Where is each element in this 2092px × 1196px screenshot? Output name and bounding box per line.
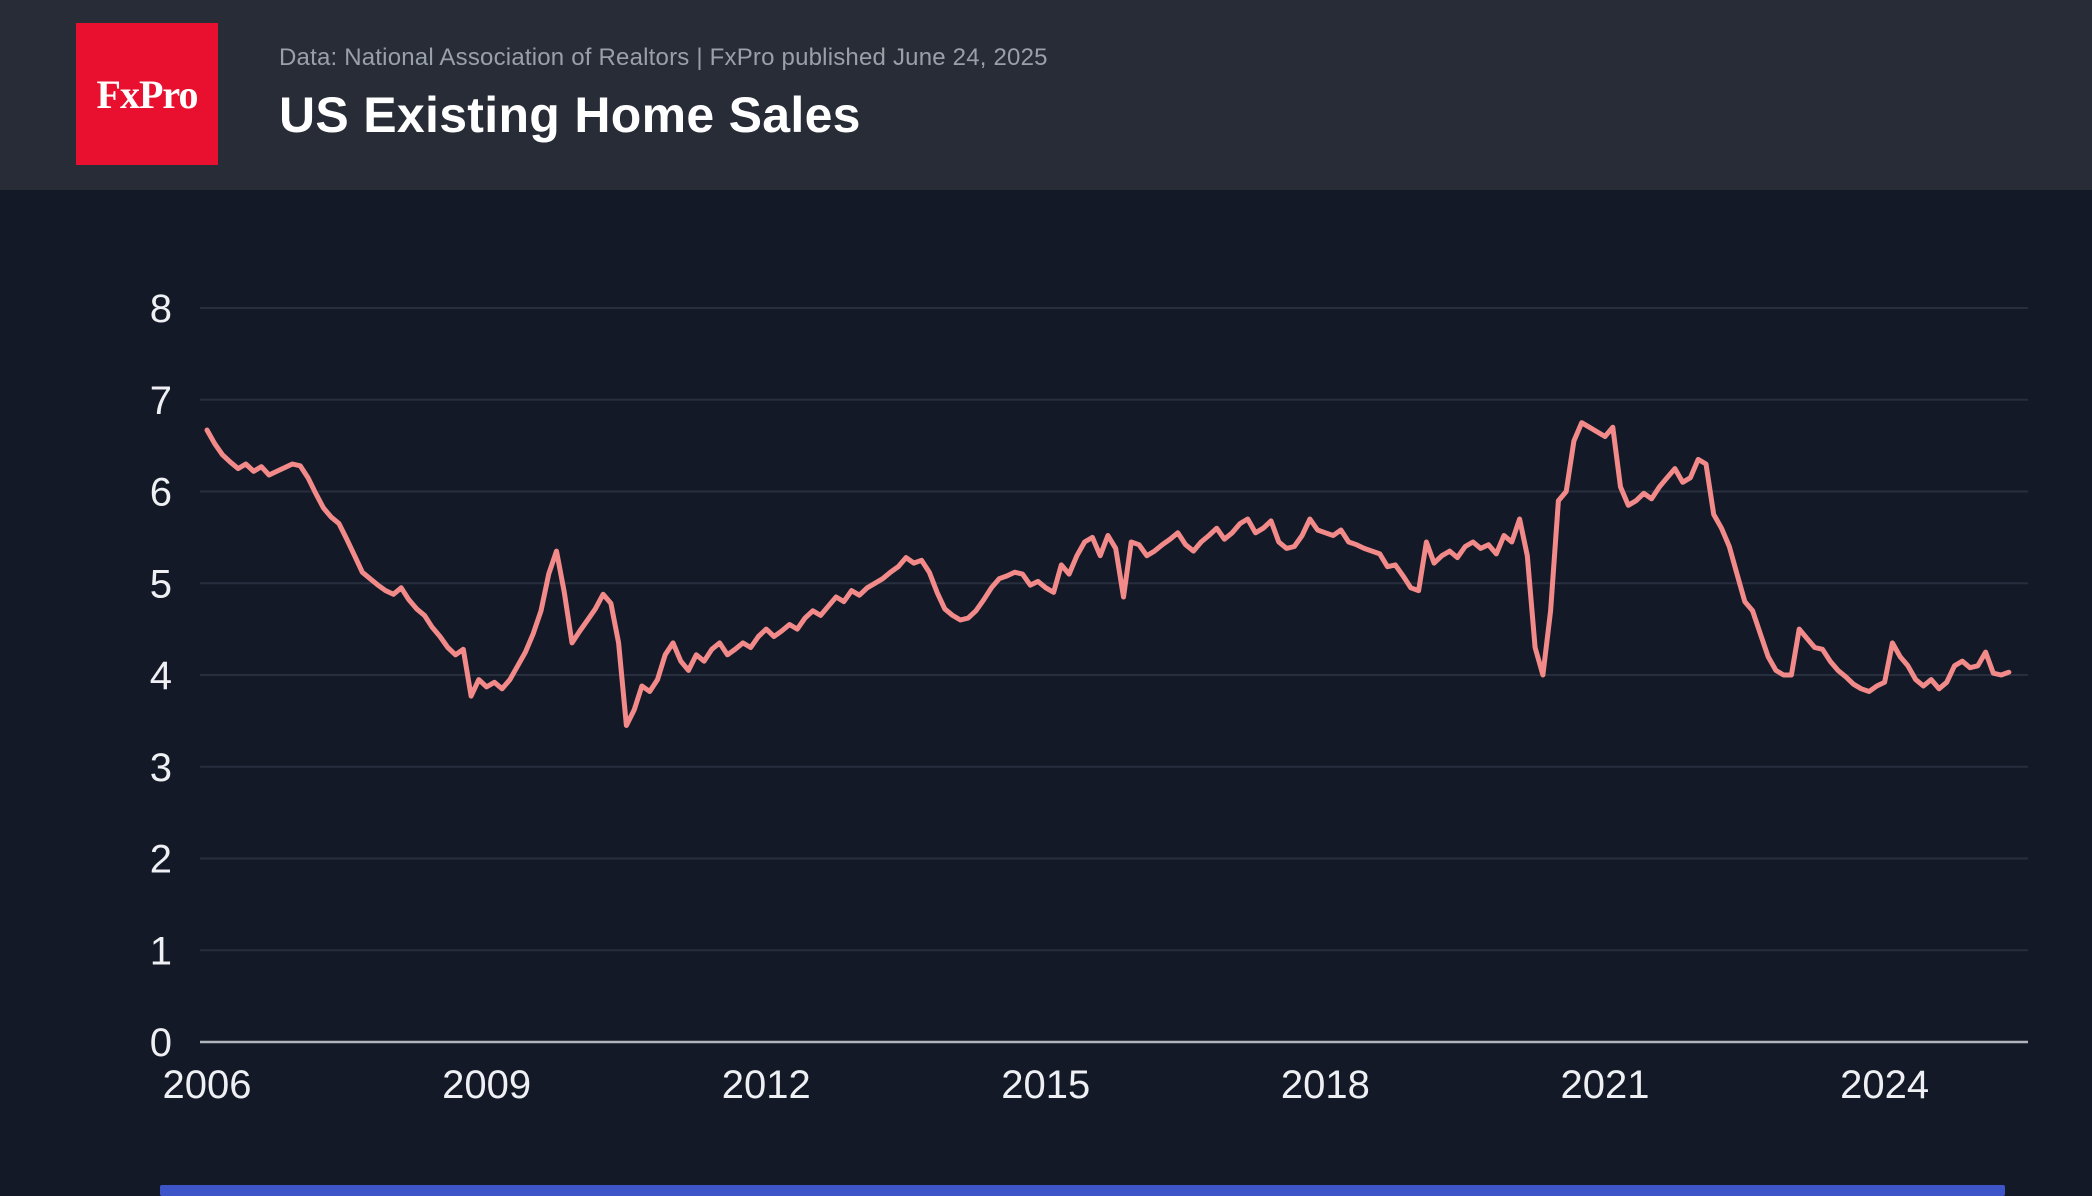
chart-title: US Existing Home Sales (279, 87, 861, 143)
x-axis-label: 2015 (1001, 1063, 1090, 1107)
line-chart: 0 1 2 3 4 5 6 7 8 2006 2009 2012 2015 2018 2021 2024 (150, 287, 2028, 1107)
y-axis-label: 2 (150, 838, 172, 882)
y-axis-label: 7 (150, 379, 172, 423)
x-axis-label: 2024 (1840, 1063, 1929, 1107)
fxpro-logo-text: FxPro (96, 71, 199, 117)
y-axis-label: 3 (150, 746, 172, 790)
header: FxPro Data: National Association of Real… (0, 0, 2092, 190)
data-source-line: Data: National Association of Realtors |… (279, 44, 1048, 71)
title-block: Data: National Association of Realtors |… (279, 44, 1048, 144)
sales-line-series (204, 420, 2012, 728)
y-axis-label: 5 (150, 562, 172, 606)
y-axis-label: 0 (150, 1021, 172, 1065)
y-axis-label: 1 (150, 929, 172, 973)
fxpro-logo: FxPro (76, 23, 218, 165)
x-axis-label: 2018 (1281, 1063, 1370, 1107)
x-axis-label: 2012 (722, 1063, 811, 1107)
y-axis-label: 6 (150, 471, 172, 515)
x-axis-label: 2006 (163, 1063, 252, 1107)
chart-scrollbar[interactable] (160, 1185, 2005, 1196)
x-axis-label: 2021 (1561, 1063, 1650, 1107)
y-axis-label: 4 (150, 654, 172, 698)
y-axis-label: 8 (150, 287, 172, 331)
x-axis-label: 2009 (442, 1063, 531, 1107)
chart-area: 0 1 2 3 4 5 6 7 8 2006 2009 2012 2015 2018 2021 2024 (0, 190, 2092, 1184)
